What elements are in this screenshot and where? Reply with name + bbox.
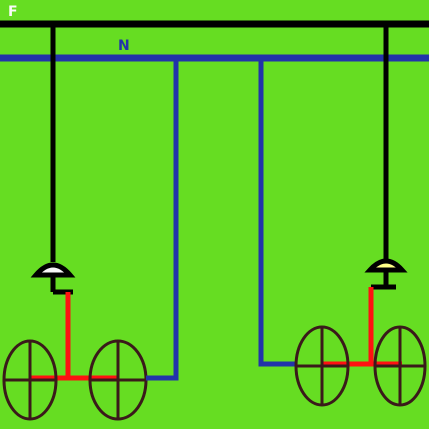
- lamp-3: [294, 325, 350, 407]
- phase-label: F: [8, 4, 18, 20]
- lamp-4: [373, 325, 427, 407]
- lamp-2: [88, 339, 148, 421]
- left-neutral-return: [146, 58, 179, 381]
- right-neutral-return: [258, 58, 297, 367]
- right-switch: [364, 258, 408, 290]
- lamp-1: [2, 339, 58, 421]
- left-switch: [30, 262, 76, 295]
- neutral-label: N: [118, 38, 130, 54]
